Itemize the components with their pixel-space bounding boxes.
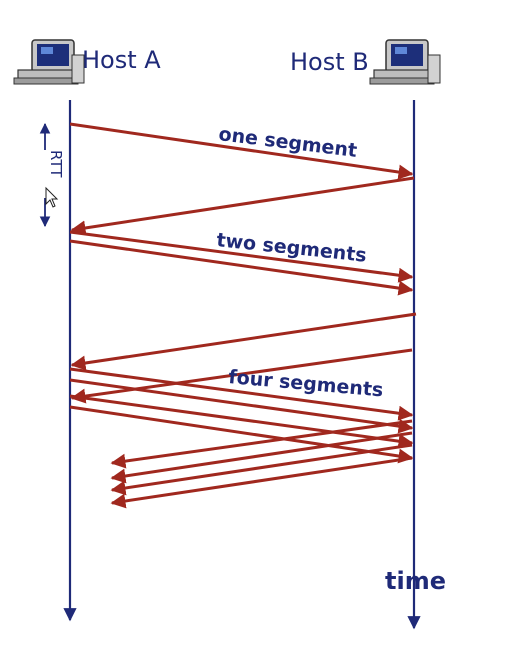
segment-arrow-one [69, 122, 414, 180]
mouse-pointer-icon [45, 186, 59, 208]
ack-arrow-four-c [110, 443, 413, 496]
host-b-label: Host B [290, 48, 369, 76]
ack-arrow-four-d [110, 456, 413, 509]
segment-arrow-four-c [69, 394, 414, 449]
segment-arrow-two-b [69, 239, 414, 296]
segment-arrow-four-d [69, 405, 414, 464]
ack-arrow-two-b [70, 348, 413, 404]
host-b-computer-icon [369, 39, 441, 85]
four-segments-label: four segments [228, 366, 385, 401]
ack-arrow-four-b [110, 431, 413, 484]
ack-arrow-two-a [70, 312, 417, 371]
time-label: time [385, 567, 446, 595]
segment-arrow-four-a [69, 367, 414, 421]
segment-arrow-four-b [69, 378, 414, 434]
ack-arrow-one [70, 176, 415, 236]
ack-arrow-four-a [110, 419, 413, 469]
rtt-indicator: RTT [37, 122, 65, 228]
host-a-computer-icon [13, 39, 85, 85]
rtt-label: RTT [47, 150, 65, 178]
segment-arrow-two-a [69, 230, 414, 283]
host-a-label: Host A [82, 46, 161, 74]
